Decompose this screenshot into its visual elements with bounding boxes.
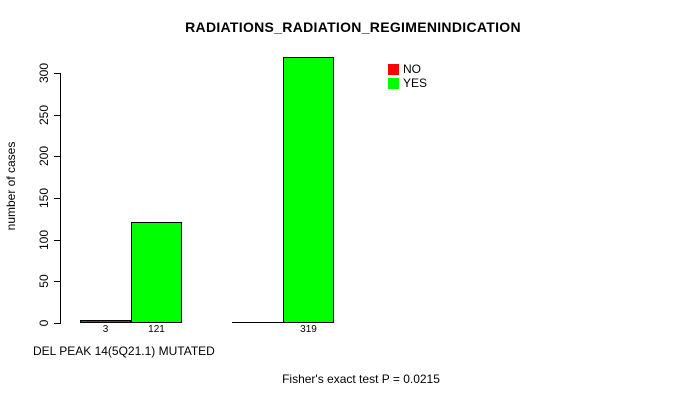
- bar-no-group1: [80, 320, 131, 323]
- fisher-test-annotation: Fisher's exact test P = 0.0215: [282, 372, 440, 386]
- legend: NO YES: [388, 62, 427, 90]
- bar-no-group2-zero-line: [232, 322, 283, 323]
- bar-yes-group1: [131, 222, 182, 323]
- y-axis-tick-200: [54, 156, 60, 157]
- legend-row-yes: YES: [388, 76, 427, 90]
- bar-value-label-yes-group2: 319: [300, 324, 317, 335]
- y-axis-tick-150: [54, 198, 60, 199]
- y-axis-tick-label-0: 0: [37, 319, 51, 327]
- y-axis-tick-0: [54, 323, 60, 324]
- y-axis-tick-50: [54, 281, 60, 282]
- y-axis-tick-100: [54, 240, 60, 241]
- y-axis-label: number of cases: [4, 141, 18, 231]
- y-axis-tick-label-200: 200: [37, 145, 51, 167]
- y-axis-tick-250: [54, 115, 60, 116]
- chart-title: RADIATIONS_RADIATION_REGIMENINDICATION: [185, 19, 521, 35]
- x-axis-label: DEL PEAK 14(5Q21.1) MUTATED: [33, 344, 215, 358]
- legend-swatch-no: [388, 63, 399, 75]
- y-axis-tick-300: [54, 73, 60, 74]
- bar-value-label-yes-group1: 121: [148, 324, 165, 335]
- bar-yes-group2: [283, 57, 334, 323]
- legend-label-no: NO: [403, 62, 421, 76]
- y-axis-line: [60, 73, 61, 324]
- y-axis-tick-label-100: 100: [37, 229, 51, 251]
- bar-value-label-no-group1: 3: [102, 324, 109, 335]
- legend-label-yes: YES: [403, 76, 428, 90]
- legend-swatch-yes: [388, 77, 399, 89]
- y-axis-tick-label-50: 50: [37, 274, 51, 288]
- y-axis-tick-label-300: 300: [37, 62, 51, 84]
- y-axis-tick-label-150: 150: [37, 187, 51, 209]
- legend-row-no: NO: [388, 62, 427, 76]
- y-axis-tick-label-250: 250: [37, 104, 51, 126]
